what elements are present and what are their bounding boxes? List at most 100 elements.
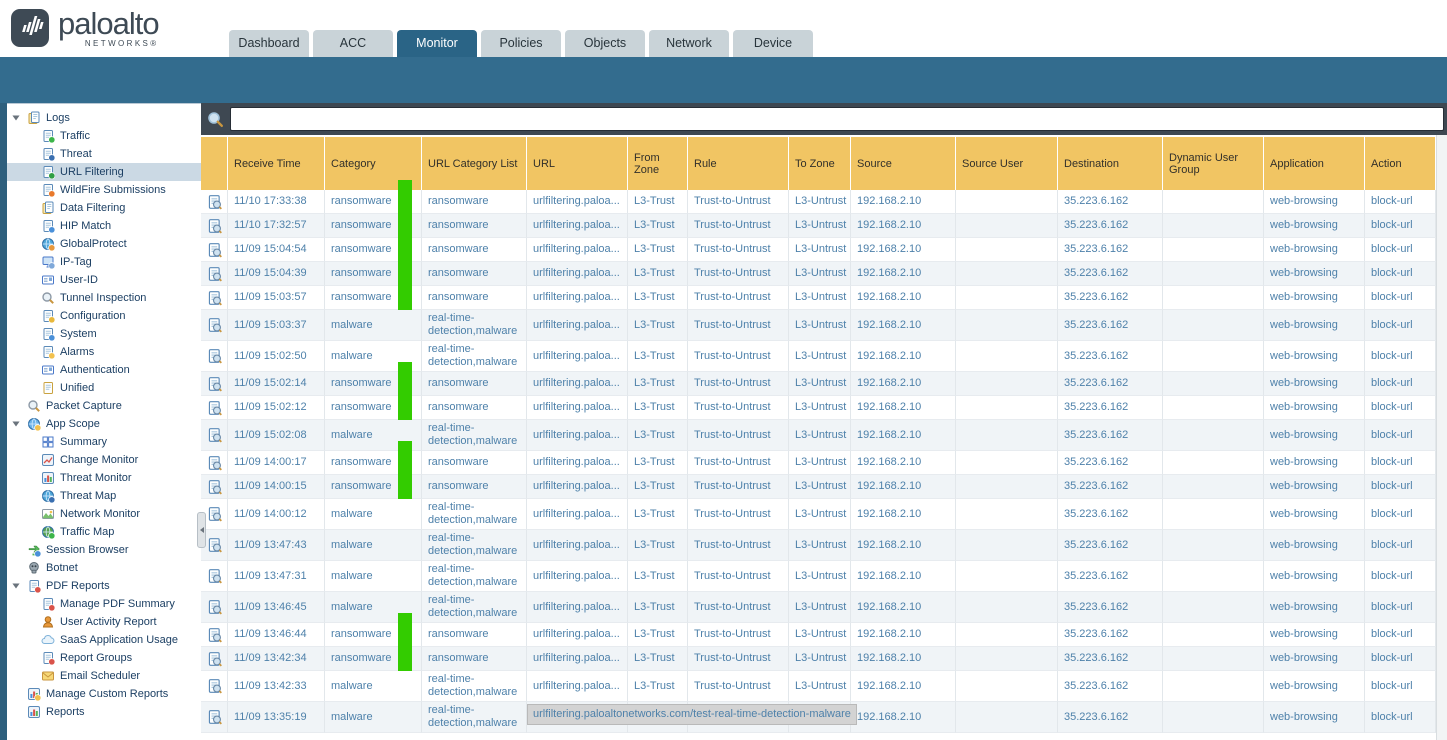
log-row[interactable]: 11/09 13:46:45 malware real-time-detection… <box>201 592 1437 623</box>
sidebar-item-globalprotect[interactable]: GlobalProtect <box>7 235 201 253</box>
column-header-dynamic_user_group[interactable]: Dynamic User Group <box>1163 137 1264 190</box>
log-row[interactable]: 11/09 14:00:15 ransomware ransomware urlfil… <box>201 465 1437 499</box>
log-detail-icon[interactable] <box>206 290 222 306</box>
sidebar-item-report-groups[interactable]: Report Groups <box>7 649 201 667</box>
sidebar-item-threat-monitor[interactable]: Threat Monitor <box>7 469 201 487</box>
sidebar-item-botnet[interactable]: Botnet <box>7 559 201 577</box>
column-header-icon[interactable] <box>201 137 228 190</box>
log-row[interactable]: 11/09 15:02:12 ransomware ransomware urlfil… <box>201 386 1437 420</box>
log-detail-icon[interactable] <box>206 427 222 443</box>
log-row[interactable]: 11/09 15:03:57 ransomware ransomware urlfil… <box>201 276 1437 310</box>
log-row[interactable]: 11/10 17:33:38 ransomware ransomware urlfil… <box>201 180 1437 214</box>
sidebar-item-traffic[interactable]: Traffic <box>7 127 201 145</box>
sidebar-item-configuration[interactable]: Configuration <box>7 307 201 325</box>
log-row[interactable]: 11/09 13:35:19 malware real-time-detection… <box>201 702 1437 733</box>
column-header-url[interactable]: URL <box>527 137 628 190</box>
sidebar-item-manage-pdf-summary[interactable]: Manage PDF Summary <box>7 595 201 613</box>
log-row[interactable]: 11/09 13:47:31 malware real-time-detection… <box>201 561 1437 592</box>
tab-dashboard[interactable]: Dashboard <box>229 30 309 57</box>
log-detail-icon[interactable] <box>206 266 222 282</box>
log-row[interactable]: 11/09 15:03:37 malware real-time-detection… <box>201 310 1437 341</box>
sidebar-item-wildfire-submissions[interactable]: WildFire Submissions <box>7 181 201 199</box>
sidebar-item-email-scheduler[interactable]: Email Scheduler <box>7 667 201 685</box>
sidebar-item-user-id[interactable]: User-ID <box>7 271 201 289</box>
sidebar-item-user-activity-report[interactable]: User Activity Report <box>7 613 201 631</box>
log-detail-icon[interactable] <box>206 479 222 495</box>
column-header-to_zone[interactable]: To Zone <box>789 137 851 190</box>
log-detail-icon[interactable] <box>206 506 222 522</box>
column-header-from_zone[interactable]: From Zone <box>628 137 688 190</box>
sidebar-item-pdf-reports[interactable]: PDF Reports <box>7 577 201 595</box>
log-detail-icon[interactable] <box>206 218 222 234</box>
log-detail-icon[interactable] <box>206 376 222 392</box>
tab-device[interactable]: Device <box>733 30 813 57</box>
tab-objects[interactable]: Objects <box>565 30 645 57</box>
column-header-destination[interactable]: Destination <box>1058 137 1163 190</box>
log-detail-icon[interactable] <box>206 651 222 667</box>
sidebar-item-logs[interactable]: Logs <box>7 109 201 127</box>
log-detail-icon[interactable] <box>206 709 222 725</box>
column-header-application[interactable]: Application <box>1264 137 1365 190</box>
column-header-receive_time[interactable]: Receive Time <box>228 137 325 190</box>
log-row[interactable]: 11/09 15:04:54 ransomware ransomware urlfil… <box>201 228 1437 262</box>
log-row[interactable]: 11/09 15:02:08 malware real-time-detection… <box>201 420 1437 451</box>
log-detail-icon[interactable] <box>206 678 222 694</box>
sidebar-item-packet-capture[interactable]: Packet Capture <box>7 397 201 415</box>
sidebar-item-alarms[interactable]: Alarms <box>7 343 201 361</box>
log-detail-icon[interactable] <box>206 348 222 364</box>
sidebar-item-unified[interactable]: Unified <box>7 379 201 397</box>
log-row[interactable]: 11/09 15:02:14 ransomware ransomware urlfil… <box>201 362 1437 396</box>
column-header-category[interactable]: Category <box>325 137 422 190</box>
column-header-rule[interactable]: Rule <box>688 137 789 190</box>
sidebar-item-data-filtering[interactable]: Data Filtering <box>7 199 201 217</box>
log-detail-icon[interactable] <box>206 400 222 416</box>
sidebar-item-url-filtering[interactable]: URL Filtering <box>7 163 201 181</box>
log-row[interactable]: 11/09 13:42:34 ransomware ransomware urlfil… <box>201 637 1437 671</box>
column-header-source[interactable]: Source <box>851 137 956 190</box>
log-row[interactable]: 11/10 17:32:57 ransomware ransomware urlfil… <box>201 204 1437 238</box>
expander-icon[interactable] <box>11 113 21 123</box>
sidebar-item-saas-application-usage[interactable]: SaaS Application Usage <box>7 631 201 649</box>
sidebar-item-system[interactable]: System <box>7 325 201 343</box>
log-detail-icon[interactable] <box>206 242 222 258</box>
sidebar-item-reports[interactable]: Reports <box>7 703 201 721</box>
tab-acc[interactable]: ACC <box>313 30 393 57</box>
log-detail-icon[interactable] <box>206 194 222 210</box>
sidebar-item-change-monitor[interactable]: Change Monitor <box>7 451 201 469</box>
sidebar-item-app-scope[interactable]: App Scope <box>7 415 201 433</box>
sidebar-item-session-browser[interactable]: Session Browser <box>7 541 201 559</box>
log-row[interactable]: 11/09 13:47:43 malware real-time-detection… <box>201 530 1437 561</box>
log-detail-icon[interactable] <box>206 568 222 584</box>
sidebar-item-traffic-map[interactable]: Traffic Map <box>7 523 201 541</box>
log-detail-icon[interactable] <box>206 537 222 553</box>
sidebar-collapse-handle[interactable] <box>197 512 206 548</box>
log-row[interactable]: 11/09 13:46:44 ransomware ransomware urlfil… <box>201 613 1437 647</box>
log-detail-icon[interactable] <box>206 627 222 643</box>
log-row[interactable]: 11/09 14:00:17 ransomware ransomware urlfil… <box>201 441 1437 475</box>
column-header-source_user[interactable]: Source User <box>956 137 1058 190</box>
log-row[interactable]: 11/09 13:42:33 malware real-time-detection… <box>201 671 1437 702</box>
log-detail-icon[interactable] <box>206 455 222 471</box>
column-header-action[interactable]: Action <box>1365 137 1436 190</box>
tab-policies[interactable]: Policies <box>481 30 561 57</box>
log-row[interactable]: 11/09 15:04:39 ransomware ransomware urlfil… <box>201 252 1437 286</box>
sidebar-item-hip-match[interactable]: HIP Match <box>7 217 201 235</box>
expander-icon[interactable] <box>11 419 21 429</box>
log-filter-input[interactable] <box>230 107 1444 131</box>
sidebar-item-summary[interactable]: Summary <box>7 433 201 451</box>
tab-monitor[interactable]: Monitor <box>397 30 477 57</box>
vertical-scrollbar[interactable] <box>1436 135 1447 740</box>
sidebar-item-authentication[interactable]: Authentication <box>7 361 201 379</box>
sidebar-item-threat-map[interactable]: Threat Map <box>7 487 201 505</box>
expander-icon[interactable] <box>11 581 21 591</box>
log-row[interactable]: 11/09 14:00:12 malware real-time-detection… <box>201 499 1437 530</box>
column-header-url_category_list[interactable]: URL Category List <box>422 137 527 190</box>
log-row[interactable]: 11/09 15:02:50 malware real-time-detection… <box>201 341 1437 372</box>
sidebar-item-ip-tag[interactable]: IP-Tag <box>7 253 201 271</box>
sidebar-item-network-monitor[interactable]: Network Monitor <box>7 505 201 523</box>
log-detail-icon[interactable] <box>206 317 222 333</box>
log-detail-icon[interactable] <box>206 599 222 615</box>
sidebar-item-threat[interactable]: Threat <box>7 145 201 163</box>
sidebar-item-manage-custom-reports[interactable]: Manage Custom Reports <box>7 685 201 703</box>
tab-network[interactable]: Network <box>649 30 729 57</box>
